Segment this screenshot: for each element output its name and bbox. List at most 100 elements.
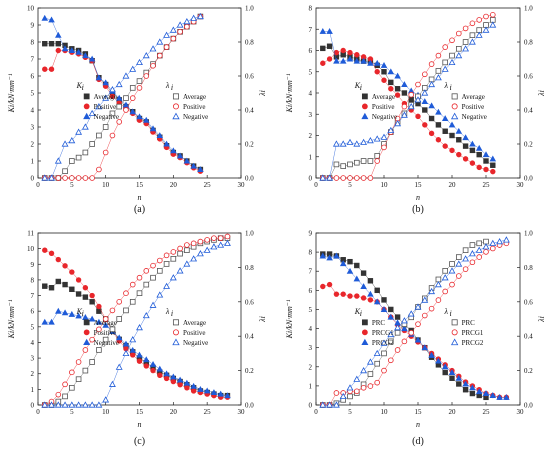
data-point [346,267,354,274]
data-point [88,315,96,322]
y-right-tick-label: 0.6 [245,298,254,306]
data-point [340,163,346,169]
legend-entry: Negative [462,113,487,121]
data-point [428,287,436,295]
legend-marker [172,338,180,346]
data-point [95,103,103,110]
data-point [455,260,463,267]
data-point [142,311,150,319]
data-point [68,401,76,408]
data-point [109,93,116,100]
data-point [142,116,150,123]
data-point [326,56,333,62]
data-point [41,174,49,181]
data-point [435,122,442,128]
y-left-tick-label: 7 [309,26,313,34]
data-point [347,393,353,400]
x-tick-label: 20 [449,408,457,416]
data-point [61,401,69,408]
data-point [490,168,496,175]
data-point [394,92,401,98]
data-point [55,256,61,263]
data-point [353,388,360,395]
data-point [422,107,428,113]
data-point [482,26,490,33]
data-series [320,47,496,175]
data-point [156,268,163,274]
legend-entry: Negative [183,339,208,347]
data-point [347,175,353,181]
data-point [354,52,360,58]
data-point [442,44,449,50]
data-point [183,157,191,164]
data-point [163,370,170,377]
legend-entry: Positive [183,103,206,111]
data-point [400,317,408,324]
series-line [44,249,228,398]
data-point [156,38,164,45]
data-point [360,295,367,301]
legend-marker [361,338,369,346]
data-point [380,306,388,312]
y-left-tick-label: 2 [31,370,35,378]
data-point [475,246,483,253]
data-point [190,162,197,169]
data-point [197,385,204,392]
data-point [150,367,156,374]
data-point [129,298,136,305]
data-point [55,278,62,285]
data-point [136,78,143,84]
y-left-axis-title: Ki/kN·mm⁻¹ [7,299,16,339]
data-point [108,86,116,93]
legend-title-subscript: i [450,309,452,318]
y-right-tick-label: 0.6 [524,73,533,81]
legend-marker [451,93,458,100]
data-point [319,252,327,259]
legend-marker [83,338,91,346]
data-point [469,140,476,147]
data-point [468,38,476,45]
data-point [339,140,347,147]
data-point [476,254,483,260]
y-right-tick-label: 0.6 [524,298,533,306]
data-point [407,103,415,110]
data-point [367,297,374,303]
data-point [434,74,442,81]
data-point [482,151,490,158]
data-point [95,401,103,408]
data-point [224,392,231,399]
data-point [449,132,455,139]
data-point [170,255,177,262]
data-point [82,347,89,353]
y-left-tick-label: 0 [309,175,313,183]
data-point [41,401,49,408]
data-point [448,121,456,128]
data-point [170,249,177,255]
data-point [62,281,68,288]
data-point [421,89,429,96]
data-point [149,301,157,308]
data-point [68,310,76,317]
data-point [48,285,55,291]
data-point [401,325,408,332]
data-point [55,391,62,398]
series-line [44,236,228,406]
data-point [326,43,333,49]
data-point [381,144,387,151]
y-left-tick-label: 10 [27,245,35,253]
data-point [109,307,116,314]
data-point [156,291,164,298]
y-right-tick-label: 0.6 [245,73,254,81]
data-point [149,45,157,52]
x-tick-label: 0 [36,181,40,189]
data-point [136,290,143,296]
y-left-tick-label: 1 [309,382,313,390]
data-point [62,263,68,269]
data-point [55,31,62,38]
data-point [75,401,83,408]
data-point [414,303,422,310]
panel-label: (a) [134,204,145,215]
data-point [163,261,170,267]
data-point [54,157,62,164]
